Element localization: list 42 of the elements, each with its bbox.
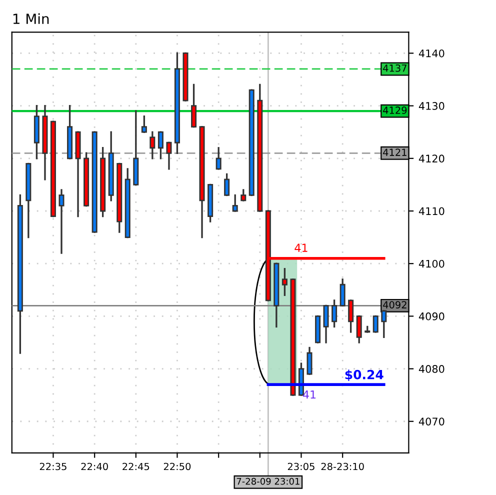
candlestick <box>323 304 329 344</box>
y-tick-label: 4090 <box>418 312 444 320</box>
candlestick <box>58 189 64 254</box>
y-tick-label: 4130 <box>418 102 444 110</box>
y-tick-label: 4100 <box>418 260 444 268</box>
candlestick <box>306 346 312 375</box>
y-tick-label: 4080 <box>418 365 444 373</box>
x-tick-label: 23:05 <box>288 462 314 470</box>
ref-line-label: 7-28-09 23:01 <box>236 478 300 485</box>
ref-line-label: 4092 <box>383 301 406 308</box>
candlestick <box>150 131 156 160</box>
ref-line-label: 4129 <box>383 106 407 114</box>
ref-line-label: 4121 <box>383 148 406 156</box>
candlestick <box>166 142 172 170</box>
candlestick <box>240 189 246 202</box>
candlestick <box>191 84 197 128</box>
y-tick-label: 4140 <box>418 49 444 58</box>
candlestick <box>141 115 147 133</box>
candlestick <box>356 315 362 344</box>
candlestick <box>372 315 378 333</box>
x-tick-label: 22:40 <box>81 462 108 470</box>
x-tick-label: 28-23:10 <box>321 462 364 470</box>
candlestick <box>340 278 346 306</box>
annotation: 41 <box>294 244 308 252</box>
x-tick-label: 22:35 <box>40 462 66 470</box>
annotation: $0.24 <box>345 370 384 382</box>
candlestick <box>332 300 338 328</box>
candlestick <box>381 310 387 338</box>
candlestick <box>232 194 238 212</box>
x-tick-label: 22:50 <box>164 462 191 470</box>
annotation: 41 <box>302 390 316 399</box>
candlestick <box>158 131 164 160</box>
y-tick-label: 4110 <box>418 207 444 216</box>
x-tick-label: 22:45 <box>122 462 150 470</box>
candlestick <box>224 173 230 196</box>
candlestick <box>348 300 354 333</box>
y-tick-label: 4120 <box>418 154 444 163</box>
chart-title: 1 Min <box>13 13 49 24</box>
candlestick <box>282 268 288 296</box>
y-tick-label: 4070 <box>418 418 444 426</box>
candlestick <box>216 147 222 170</box>
ref-line-label: 4137 <box>383 64 406 72</box>
